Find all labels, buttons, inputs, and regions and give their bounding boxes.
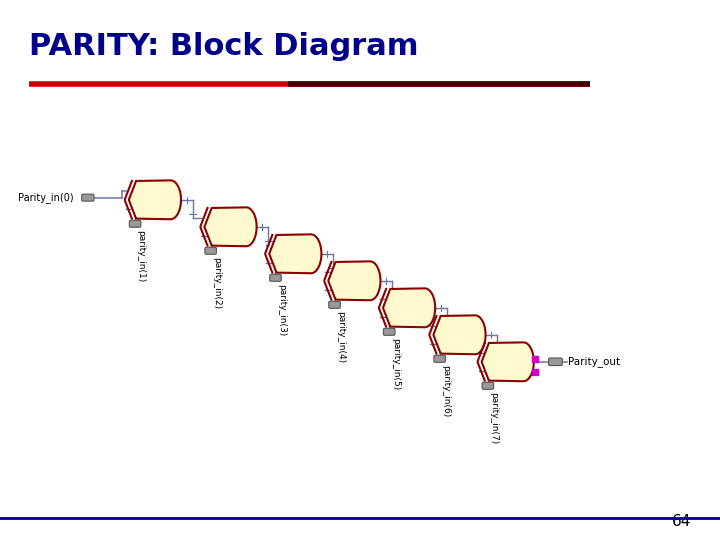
FancyBboxPatch shape <box>549 358 562 366</box>
Text: PARITY: Block Diagram: PARITY: Block Diagram <box>29 32 418 62</box>
FancyBboxPatch shape <box>270 274 282 281</box>
FancyBboxPatch shape <box>434 355 446 362</box>
Text: parity_in(3): parity_in(3) <box>277 284 286 336</box>
Text: parity_in(4): parity_in(4) <box>336 310 345 363</box>
Polygon shape <box>433 315 485 354</box>
Polygon shape <box>269 234 321 273</box>
Text: Parity_in(0): Parity_in(0) <box>18 192 73 203</box>
Text: parity_in(2): parity_in(2) <box>212 256 221 309</box>
Text: Parity_out: Parity_out <box>568 356 621 367</box>
Text: 64: 64 <box>672 514 691 529</box>
Polygon shape <box>328 261 380 300</box>
FancyBboxPatch shape <box>82 194 94 201</box>
FancyBboxPatch shape <box>130 220 141 227</box>
Polygon shape <box>383 288 435 327</box>
Text: parity_in(1): parity_in(1) <box>137 230 145 282</box>
FancyBboxPatch shape <box>384 328 395 335</box>
FancyBboxPatch shape <box>205 247 217 254</box>
Polygon shape <box>204 207 256 246</box>
Polygon shape <box>482 342 534 381</box>
FancyBboxPatch shape <box>482 382 494 389</box>
Text: parity_in(5): parity_in(5) <box>391 338 400 390</box>
Polygon shape <box>129 180 181 219</box>
Text: parity_in(7): parity_in(7) <box>490 392 498 444</box>
Text: parity_in(6): parity_in(6) <box>441 364 450 417</box>
FancyBboxPatch shape <box>329 301 341 308</box>
